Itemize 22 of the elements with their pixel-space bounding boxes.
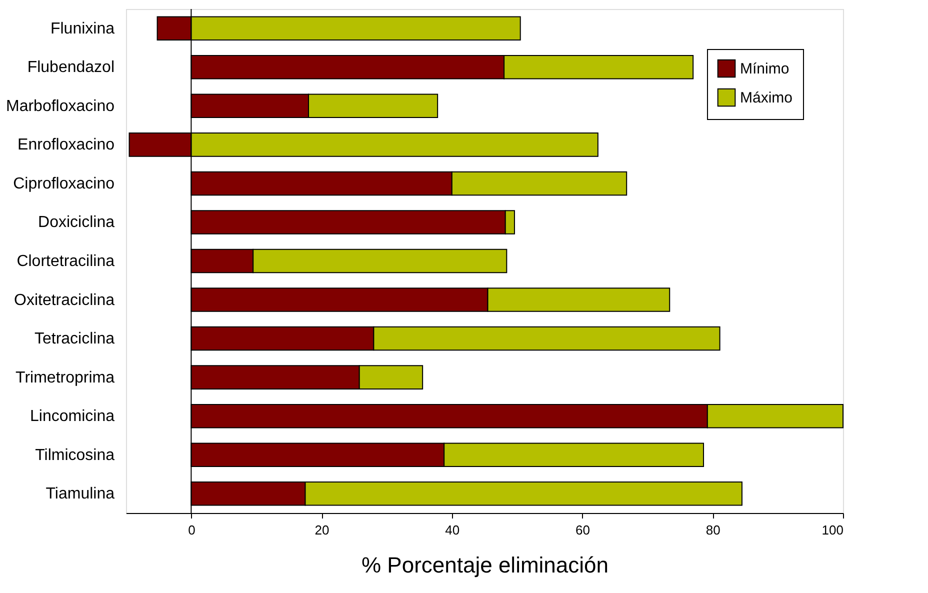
y-tick-label: Lincomicina [30,408,115,426]
x-tick-label: 60 [576,522,590,538]
y-tick-label: Tilmicosina [35,446,115,464]
y-tick-label: Flunixina [50,20,115,38]
y-tick-label: Oxitetraciclina [14,292,115,309]
x-tick-label: 0 [188,522,196,538]
y-tick-label: Enrofloxacino [18,136,115,154]
x-tick-label: 80 [706,522,720,538]
y-tick-label: Ciprofloxacino [13,175,115,192]
legend-label: Mínimo [740,60,790,78]
y-tick-label: Tetraciclina [34,330,115,348]
x-tick-label: 40 [445,522,460,538]
y-tick-label: Doxiciclina [38,214,115,232]
y-tick-label: Flubendazol [27,59,114,76]
y-tick-label: Marbofloxacino [6,98,115,115]
y-tick-label: Trimetroprima [16,369,115,386]
y-tick-label: Clortetracilina [16,253,115,270]
y-tick-label: Tiamulina [46,486,115,503]
x-tick-label: 20 [314,522,330,538]
legend-label: Máximo [740,90,793,106]
x-axis-title: % Porcentaje eliminación [361,552,609,578]
x-tick-label: 100 [822,522,844,538]
